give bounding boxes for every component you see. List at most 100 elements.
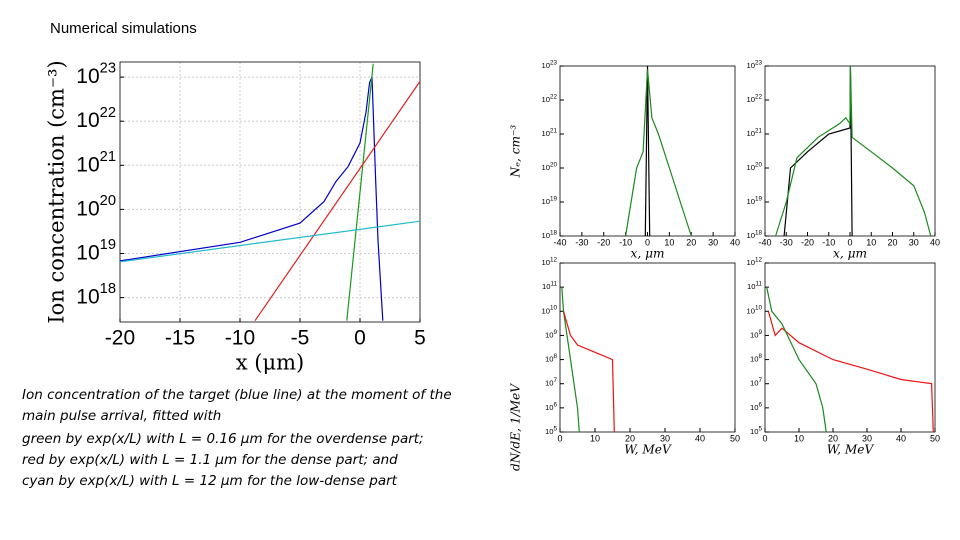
x-tick-label: 40 [695,434,705,444]
tick-base: 10 [542,282,551,291]
tick-base: 10 [76,197,99,220]
tick-base: 10 [541,95,550,104]
tick-exponent: 20 [755,161,763,168]
tick-exponent: 6 [758,401,762,408]
tick-base: 10 [76,65,99,88]
tick-base: 10 [545,379,554,388]
x-tick-label: 20 [887,238,897,248]
x-tick-label: 40 [730,238,740,248]
x-tick-label: 10 [794,434,804,444]
series-line [644,65,651,237]
x-tick-label: 10 [866,238,876,248]
tick-base: 10 [541,61,550,70]
caption-line: red by exp(x/L) with L = 1.1 μm for the … [22,452,398,468]
y-tick-label: 1021 [76,149,116,176]
y-tick-label: 1018 [541,229,557,240]
tick-exponent: 10 [755,304,763,311]
tick-exponent: 18 [100,281,116,297]
y-axis-label: Ion concentration (cm⁻³) [45,60,69,323]
tick-base: 10 [541,258,550,267]
tick-base: 10 [541,231,550,240]
y-tick-label: 1011 [542,280,558,291]
x-tick-label: -40 [758,238,771,248]
y-tick-label: 1022 [541,93,557,104]
series-line [562,311,615,433]
y-tick-label: 1018 [746,229,762,240]
tick-base: 10 [541,163,550,172]
tick-exponent: 23 [755,59,763,66]
tick-exponent: 23 [550,59,558,66]
x-tick-label: 0 [354,326,366,349]
tick-base: 10 [746,306,755,315]
x-tick-label: -30 [780,238,793,248]
x-tick-label: 0 [645,238,650,248]
tick-base: 10 [746,258,755,267]
x-tick-label: 40 [896,434,906,444]
x-tick-label: -30 [575,238,588,248]
plot-frame [119,61,421,323]
tick-base: 10 [76,285,99,308]
plot-frame [764,262,936,433]
tick-base: 10 [750,330,759,339]
y-tick-label: 1023 [746,59,762,70]
tick-exponent: 9 [758,329,762,336]
tick-exponent: 20 [100,193,116,209]
tick-base: 10 [545,403,554,412]
x-tick-label: 30 [862,434,872,444]
y-axis-label: Nₑ, cm⁻³ [509,125,523,179]
tick-base: 10 [746,61,755,70]
x-axis-label: x, μm [833,247,867,261]
tick-base: 10 [746,197,755,206]
tick-exponent: 19 [755,195,763,202]
y-tick-label: 1020 [746,161,762,172]
tick-base: 10 [746,95,755,104]
x-tick-label: 0 [557,434,562,444]
series-line [119,76,384,321]
tick-base: 10 [545,330,554,339]
tick-exponent: 9 [553,329,557,336]
y-tick-label: 1012 [541,256,557,267]
tick-base: 10 [541,306,550,315]
y-tick-label: 106 [750,401,763,412]
tick-base: 10 [545,427,554,436]
tick-base: 10 [545,355,554,364]
tick-exponent: 18 [550,229,558,236]
tick-exponent: 11 [755,280,762,287]
x-tick-label: 40 [930,238,940,248]
tick-base: 10 [541,197,550,206]
series-line [767,311,934,433]
tick-base: 10 [76,241,99,264]
x-tick-label: -40 [553,238,566,248]
series-line [766,286,827,433]
tick-base: 10 [750,355,759,364]
y-tick-label: 1012 [746,256,762,267]
tick-exponent: 23 [100,61,116,77]
y-tick-label: 1010 [746,304,762,315]
tick-base: 10 [76,153,99,176]
y-tick-label: 1021 [541,127,557,138]
tick-exponent: 7 [553,377,557,384]
caption-line: main pulse arrival, fitted with [22,408,222,424]
tick-base: 10 [750,379,759,388]
y-tick-label: 1011 [747,280,763,291]
y-tick-label: 107 [545,377,558,388]
x-tick-label: 30 [909,238,919,248]
x-tick-label: 20 [625,434,635,444]
tick-exponent: 19 [550,195,558,202]
y-tick-label: 108 [545,353,558,364]
x-tick-label: 0 [762,434,767,444]
tick-base: 10 [750,403,759,412]
x-axis-label: W, MeV [827,443,875,457]
x-tick-label: 50 [730,434,740,444]
x-tick-label: 20 [828,434,838,444]
y-tick-label: 1023 [541,59,557,70]
tick-exponent: 12 [755,256,763,263]
y-tick-label: 1019 [541,195,557,206]
tick-exponent: 19 [100,237,116,253]
plot-frame [559,262,736,433]
tick-base: 10 [541,129,550,138]
caption-line: green by exp(x/L) with L = 0.16 μm for t… [22,431,424,447]
y-tick-label: 106 [545,401,558,412]
y-tick-label: 109 [545,329,558,340]
